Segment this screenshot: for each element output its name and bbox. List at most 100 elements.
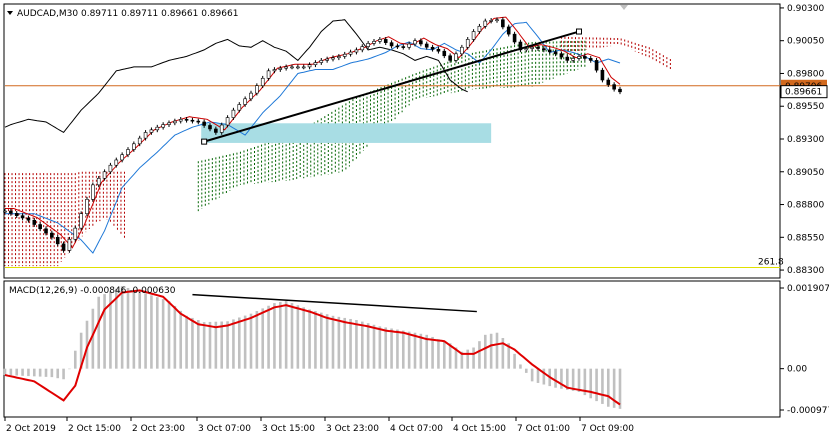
candlestick-series: [3, 17, 622, 253]
candle-body: [612, 84, 616, 90]
macd-histogram-bar: [360, 321, 364, 369]
macd-histogram-bar: [565, 368, 569, 390]
macd-histogram-bar: [384, 327, 388, 369]
candle-body: [407, 43, 411, 48]
candle-body: [120, 154, 124, 161]
candle-body: [114, 159, 119, 166]
macd-divergence-line[interactable]: [192, 293, 477, 313]
macd-histogram-bar: [448, 343, 452, 369]
price-tick-label: 0.88300: [787, 266, 824, 276]
candle-body: [85, 198, 89, 215]
candle-body: [132, 143, 136, 150]
macd-signal-line: [4, 289, 621, 406]
candle-body: [137, 137, 142, 145]
macd-histogram-bar: [349, 318, 352, 369]
macd-histogram-bar: [425, 334, 429, 369]
macd-histogram-bar: [138, 291, 142, 369]
macd-histogram-bar: [255, 311, 259, 369]
macd-histogram-bar: [595, 368, 598, 402]
triangle-down-icon[interactable]: [7, 11, 13, 15]
candle-body: [454, 53, 458, 61]
macd-histogram-bar: [325, 314, 329, 369]
macd-histogram-bar: [284, 300, 288, 369]
trendline-anchor-handle[interactable]: [201, 138, 208, 145]
macd-histogram-bar: [114, 288, 118, 369]
macd-histogram-bar: [27, 368, 30, 377]
macd-histogram-bar: [407, 331, 411, 369]
macd-histogram-bar: [396, 329, 399, 369]
macd-histogram-bar: [536, 368, 540, 383]
macd-histogram-bar: [413, 332, 417, 369]
macd-tick-label: -0.000977: [787, 406, 829, 416]
macd-histogram-bar: [401, 330, 405, 369]
macd-histogram-bar: [9, 368, 13, 376]
macd-histogram-bar: [577, 368, 581, 392]
macd-histogram-bar: [513, 353, 516, 369]
candle-body: [149, 129, 154, 133]
macd-histogram-bar: [554, 368, 557, 388]
candle-body: [73, 227, 78, 240]
candle-body: [337, 56, 341, 59]
candle-body: [547, 49, 552, 53]
candle-body: [512, 33, 517, 43]
candle-body: [489, 20, 493, 22]
trendline-anchor-handle[interactable]: [576, 28, 582, 35]
macd-histogram-bar: [355, 320, 358, 369]
candle-body: [571, 58, 575, 61]
macd-histogram-bar: [243, 315, 247, 369]
candle-body: [3, 210, 7, 213]
candle-body: [301, 66, 306, 69]
time-tick-label: 2 Oct 23:00: [132, 424, 185, 434]
candle-body: [600, 69, 605, 81]
candle-body: [161, 124, 165, 128]
candle-body: [126, 149, 130, 156]
candle-body: [32, 219, 37, 225]
candle-body: [354, 49, 359, 53]
candle-body: [214, 128, 218, 133]
trendline[interactable]: [203, 30, 580, 143]
macd-histogram-bar: [302, 307, 306, 369]
candle-body: [378, 39, 382, 42]
candle-body: [430, 46, 435, 50]
macd-histogram-bar: [150, 295, 153, 369]
macd-histogram-bar: [571, 368, 575, 391]
macd-tick-label: 0.001907: [787, 284, 829, 294]
candle-body: [436, 48, 441, 52]
candle-body: [243, 98, 247, 105]
candle-body: [471, 31, 476, 40]
support-zone-rectangle[interactable]: [201, 123, 492, 143]
macd-histogram-bar: [185, 315, 188, 369]
candle-body: [196, 120, 201, 123]
candle-body: [237, 104, 242, 111]
candle-body: [14, 213, 19, 216]
candle-body: [565, 56, 570, 61]
candle-body: [184, 119, 189, 121]
candle-body: [202, 121, 206, 126]
macd-histogram-bar: [530, 368, 534, 382]
candle-body: [331, 57, 335, 60]
macd-histogram-bar: [419, 333, 423, 369]
chart-title: AUDCAD,M30 0.89711 0.89711 0.89661 0.896…: [17, 9, 238, 19]
macd-histogram-bar: [208, 321, 212, 369]
time-tick-label: 7 Oct 09:00: [581, 424, 634, 434]
candle-body: [266, 70, 271, 79]
candle-body: [290, 66, 294, 69]
candle-body: [342, 53, 347, 57]
macd-histogram-bar: [144, 293, 147, 369]
macd-histogram-bar: [155, 297, 159, 369]
candle-body: [255, 85, 259, 94]
macd-histogram-bar: [62, 368, 65, 380]
macd-histogram-bar: [226, 321, 229, 369]
candle-body: [20, 215, 25, 219]
candle-body: [542, 48, 546, 51]
macd-histogram-bar: [366, 323, 370, 369]
macd-histogram-bar: [606, 368, 610, 407]
macd-histogram-bar: [196, 320, 200, 369]
macd-histogram-bar: [97, 296, 101, 369]
candle-body: [284, 66, 288, 69]
time-tick-label: 3 Oct 15:00: [262, 424, 315, 434]
macd-histogram-bar: [454, 347, 458, 369]
candle-body: [524, 48, 529, 51]
macd-histogram-bar: [38, 368, 42, 377]
